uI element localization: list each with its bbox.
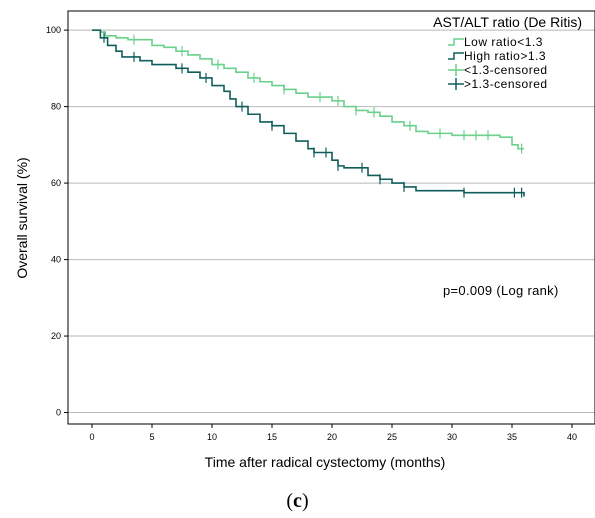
x-tick-label: 40: [567, 432, 577, 442]
figure-caption: (c): [286, 490, 309, 512]
y-tick-label: 40: [51, 255, 61, 265]
legend: AST/ALT ratio (De Ritis) Low ratio<1.3Hi…: [433, 14, 582, 91]
legend-title: AST/ALT ratio (De Ritis): [433, 14, 582, 30]
x-tick-label: 20: [327, 432, 337, 442]
x-tick-label: 10: [207, 432, 217, 442]
x-tick-label: 25: [387, 432, 397, 442]
survival-curve-1: [92, 29, 524, 150]
y-axis-label: Overall survival (%): [14, 157, 30, 278]
x-tick-label: 5: [149, 432, 154, 442]
legend-censor-label-1: <1.3-censored: [464, 63, 548, 77]
survival-curves: [92, 29, 525, 198]
x-tick-label: 30: [447, 432, 457, 442]
x-tick-label: 0: [89, 432, 94, 442]
y-tick-label: 100: [46, 25, 61, 35]
legend-label-2: High ratio>1.3: [464, 49, 546, 63]
legend-swatch-1: [448, 38, 464, 46]
legend-censor-label-2: >1.3-censored: [464, 77, 548, 91]
y-tick-label: 60: [51, 178, 61, 188]
x-axis-label: Time after radical cystectomy (months): [205, 454, 446, 470]
caption-letter: c: [293, 490, 302, 512]
survival-curve-2: [92, 29, 525, 197]
x-tick-label: 35: [507, 432, 517, 442]
axis-ticks: 0 20 40 60 80 100 0 5 10 15 20 25 30 35 40: [46, 25, 577, 442]
grid-lines: [68, 29, 595, 414]
legend-swatch-2: [448, 52, 464, 60]
y-tick-label: 20: [51, 331, 61, 341]
x-tick-label: 15: [267, 432, 277, 442]
legend-label-1: Low ratio<1.3: [464, 35, 543, 49]
y-tick-label: 0: [56, 408, 61, 418]
y-tick-label: 80: [51, 102, 61, 112]
p-value-annotation: p=0.009 (Log rank): [443, 283, 559, 298]
